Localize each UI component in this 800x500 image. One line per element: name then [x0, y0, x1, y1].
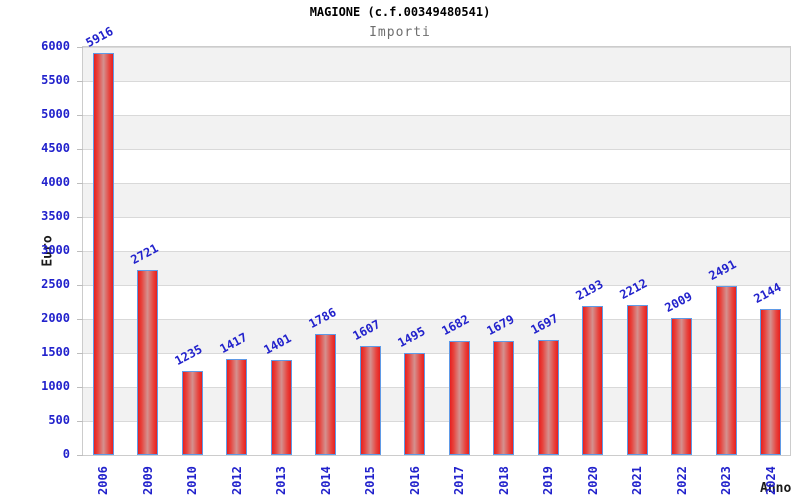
- y-tick-label: 6000: [41, 39, 70, 53]
- y-tick-label: 5000: [41, 107, 70, 121]
- y-tick-mark: [77, 387, 83, 388]
- bar: [92, 53, 114, 455]
- bar: [137, 270, 158, 455]
- y-tick-label: 3000: [41, 243, 70, 257]
- x-tick-label: 2017: [452, 466, 466, 495]
- x-tick-label: 2012: [229, 466, 244, 495]
- y-tick-mark: [77, 81, 83, 82]
- bar: [181, 371, 203, 455]
- bar: [448, 341, 470, 455]
- y-tick-label: 0: [62, 447, 70, 461]
- x-tick-label: 2015: [363, 466, 377, 495]
- y-tick-mark: [77, 149, 83, 150]
- y-tick-mark: [77, 285, 83, 286]
- x-tick-label: 2010: [185, 466, 199, 495]
- x-tick-label: 2014: [318, 466, 333, 495]
- y-tick-mark: [77, 251, 83, 252]
- y-tick-label: 1000: [41, 379, 70, 393]
- y-tick-label: 500: [48, 413, 70, 427]
- x-tick-label: 2013: [274, 466, 288, 495]
- y-tick-mark: [77, 115, 83, 116]
- y-tick-label: 1500: [41, 345, 70, 359]
- chart-subtitle: Importi: [369, 25, 431, 40]
- bar: [715, 286, 737, 455]
- y-tick-mark: [77, 421, 83, 422]
- y-tick-mark: [77, 217, 83, 218]
- y-tick-label: 5500: [41, 73, 70, 87]
- y-tick-label: 2500: [41, 277, 70, 291]
- chart-title: MAGIONE (c.f.00349480541): [309, 5, 491, 19]
- x-tick-label: 2021: [630, 466, 644, 495]
- bar: [270, 360, 292, 455]
- y-tick-label: 3500: [41, 209, 70, 223]
- bar: [760, 309, 781, 455]
- x-tick-label: 2018: [496, 466, 511, 495]
- x-tick-label: 2009: [140, 466, 155, 495]
- y-tick-label: 2000: [41, 311, 70, 325]
- bar: [226, 359, 247, 455]
- bar: [537, 340, 559, 455]
- bar: [359, 346, 381, 455]
- y-tick-mark: [77, 455, 83, 456]
- bar: [493, 341, 514, 455]
- bar: [315, 334, 336, 455]
- x-tick-label: 2019: [541, 466, 555, 495]
- y-tick-mark: [77, 183, 83, 184]
- y-tick-mark: [77, 353, 83, 354]
- x-tick-label: 2020: [585, 466, 600, 495]
- y-tick-label: 4000: [41, 175, 70, 189]
- bar: [626, 305, 648, 455]
- bar: [671, 318, 692, 455]
- x-tick-label: 2022: [674, 466, 689, 495]
- x-tick-label: 2023: [719, 466, 733, 495]
- bar: [404, 353, 425, 455]
- y-tick-mark: [77, 47, 83, 48]
- x-axis-title: Anno: [760, 481, 792, 496]
- x-tick-label: 2006: [96, 466, 110, 495]
- x-tick-label: 2024: [763, 466, 778, 495]
- y-tick-label: 4500: [41, 141, 70, 155]
- y-tick-mark: [77, 319, 83, 320]
- x-tick-label: 2016: [407, 466, 422, 495]
- bar: [582, 306, 603, 455]
